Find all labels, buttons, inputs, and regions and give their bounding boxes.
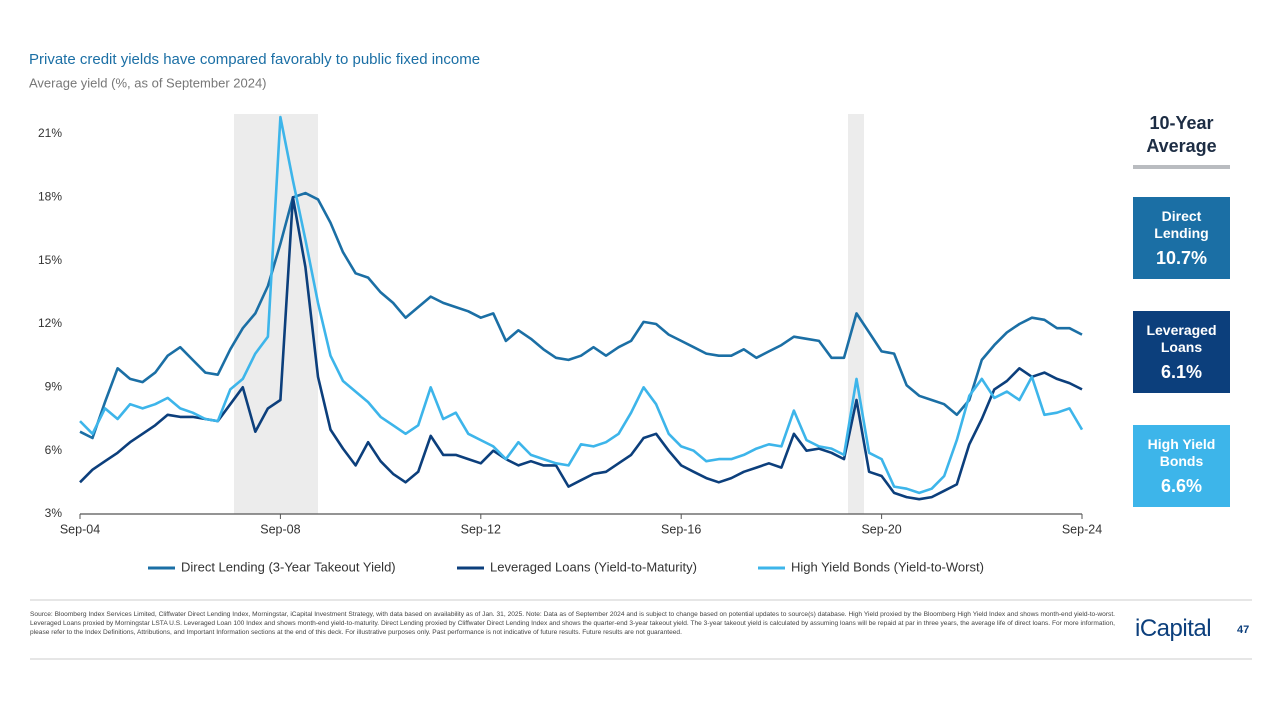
x-tick-label: Sep-24 xyxy=(1062,522,1102,536)
chart-subtitle: Average yield (%, as of September 2024) xyxy=(29,75,267,90)
average-box: High Yield Bonds 6.6% xyxy=(1133,425,1230,507)
source-note: Source: Bloomberg Index Services Limited… xyxy=(30,611,1115,636)
logo: iCapital xyxy=(1135,615,1212,642)
legend-label: High Yield Bonds (Yield-to-Worst) xyxy=(791,559,984,574)
average-box: Direct Lending 10.7% xyxy=(1133,197,1230,279)
average-divider xyxy=(1133,165,1230,169)
series-line xyxy=(79,196,1083,501)
average-title: 10-Year Average xyxy=(1146,113,1217,156)
y-tick-label: 6% xyxy=(45,443,63,457)
legend-label: Leveraged Loans (Yield-to-Maturity) xyxy=(490,559,697,574)
average-value: 6.1% xyxy=(1160,361,1203,382)
average-name: Direct Lending xyxy=(1154,207,1209,241)
series-line xyxy=(79,115,1084,495)
x-tick-label: Sep-04 xyxy=(60,522,100,536)
y-tick-label: 3% xyxy=(45,506,63,520)
y-tick-label: 18% xyxy=(38,190,62,204)
y-tick-label: 9% xyxy=(45,380,63,394)
legend-label: Direct Lending (3-Year Takeout Yield) xyxy=(181,559,396,574)
average-value: 10.7% xyxy=(1155,247,1208,268)
x-tick-label: Sep-20 xyxy=(861,522,901,536)
average-box: Leveraged Loans 6.1% xyxy=(1133,311,1230,393)
average-name: High Yield Bonds xyxy=(1147,435,1216,469)
chart-title: Private credit yields have compared favo… xyxy=(29,51,480,68)
y-tick-label: 15% xyxy=(38,253,62,267)
series-line xyxy=(79,191,1083,440)
x-tick-label: Sep-16 xyxy=(661,522,701,536)
page-number: 47 xyxy=(1237,624,1250,636)
x-tick-label: Sep-08 xyxy=(260,522,300,536)
average-name: Leveraged Loans xyxy=(1146,321,1217,355)
y-tick-label: 21% xyxy=(38,126,62,140)
y-tick-label: 12% xyxy=(38,316,62,330)
average-value: 6.6% xyxy=(1160,475,1203,496)
x-tick-label: Sep-12 xyxy=(461,522,501,536)
